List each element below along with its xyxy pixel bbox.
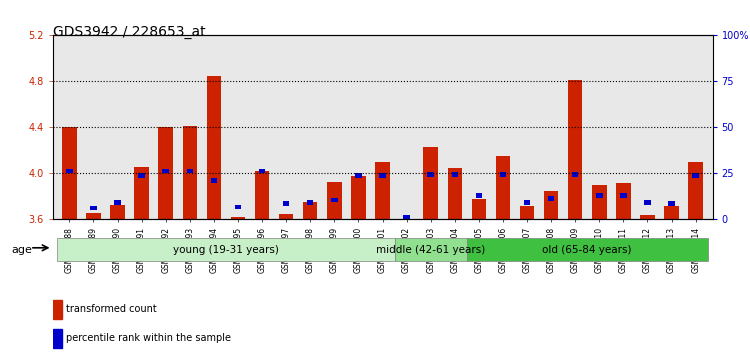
- Text: percentile rank within the sample: percentile rank within the sample: [66, 333, 231, 343]
- Text: old (65-84 years): old (65-84 years): [542, 245, 632, 255]
- Bar: [424, 147, 438, 219]
- Bar: [596, 193, 602, 198]
- Bar: [235, 205, 242, 209]
- Bar: [375, 162, 390, 219]
- Text: GDS3942 / 228653_at: GDS3942 / 228653_at: [53, 25, 205, 39]
- Bar: [520, 206, 534, 219]
- Text: young (19-31 years): young (19-31 years): [173, 245, 279, 255]
- Bar: [187, 169, 193, 173]
- Bar: [163, 169, 169, 173]
- Bar: [448, 168, 462, 219]
- Bar: [303, 202, 317, 219]
- Bar: [380, 173, 386, 178]
- Bar: [668, 201, 675, 206]
- Bar: [259, 169, 266, 173]
- Bar: [544, 191, 558, 219]
- Text: age: age: [11, 245, 32, 255]
- Bar: [472, 199, 486, 219]
- Bar: [279, 214, 293, 219]
- Bar: [356, 173, 362, 178]
- Bar: [331, 198, 338, 202]
- Bar: [182, 126, 197, 219]
- Bar: [452, 172, 458, 177]
- FancyBboxPatch shape: [57, 239, 394, 261]
- Bar: [53, 329, 62, 348]
- Text: transformed count: transformed count: [66, 304, 157, 314]
- Bar: [568, 80, 583, 219]
- Bar: [207, 76, 221, 219]
- Bar: [640, 215, 655, 219]
- Bar: [664, 206, 679, 219]
- Bar: [134, 166, 148, 219]
- Bar: [110, 205, 125, 219]
- Bar: [158, 127, 173, 219]
- Bar: [427, 172, 434, 177]
- Text: middle (42-61 years): middle (42-61 years): [376, 245, 485, 255]
- Bar: [283, 201, 290, 206]
- Bar: [90, 206, 97, 210]
- Bar: [86, 212, 100, 219]
- Bar: [114, 200, 121, 205]
- FancyBboxPatch shape: [394, 239, 466, 261]
- Bar: [692, 173, 699, 178]
- Bar: [327, 182, 341, 219]
- Bar: [620, 193, 627, 198]
- Bar: [496, 156, 510, 219]
- Bar: [688, 162, 703, 219]
- Bar: [211, 178, 218, 183]
- Bar: [524, 200, 530, 205]
- Bar: [592, 185, 607, 219]
- Bar: [62, 127, 76, 219]
- Bar: [548, 196, 554, 201]
- Bar: [66, 169, 73, 173]
- Bar: [53, 300, 62, 319]
- Bar: [644, 200, 651, 205]
- Bar: [307, 200, 314, 205]
- Bar: [616, 183, 631, 219]
- Bar: [255, 171, 269, 219]
- Bar: [500, 172, 506, 177]
- Bar: [231, 217, 245, 219]
- Bar: [476, 193, 482, 198]
- Bar: [404, 215, 410, 219]
- FancyBboxPatch shape: [466, 239, 708, 261]
- Bar: [138, 173, 145, 178]
- Bar: [572, 172, 578, 177]
- Bar: [351, 176, 366, 219]
